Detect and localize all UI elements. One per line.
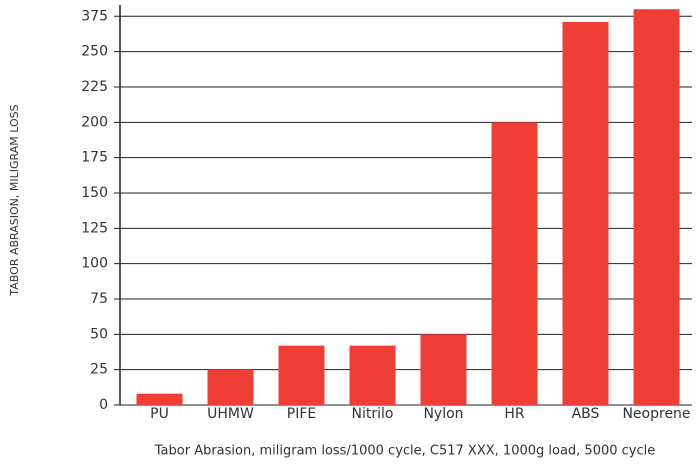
- bar: [633, 9, 680, 405]
- x-tick-label: PIFE: [287, 406, 316, 422]
- y-axis-label: TABOR ABRASION, MILIGRAM LOSS: [8, 104, 21, 296]
- x-tick-label: Neoprene: [622, 406, 690, 422]
- y-tick-label: 75: [90, 291, 108, 307]
- bar: [207, 369, 254, 405]
- y-tick-label: 50: [90, 326, 108, 342]
- x-tick-label: ABS: [572, 406, 600, 422]
- y-tick-label: 0: [99, 397, 108, 413]
- bar: [278, 345, 325, 405]
- y-tick-label: 250: [81, 44, 108, 60]
- x-tick-label: Nitrilo: [352, 406, 394, 422]
- bar: [491, 122, 538, 406]
- bar: [349, 345, 396, 405]
- x-tick-label: Nylon: [423, 406, 463, 422]
- bar: [562, 21, 609, 406]
- y-tick-label: 25: [90, 362, 108, 378]
- x-tick-label: HR: [504, 406, 525, 422]
- y-tick-label: 150: [81, 185, 108, 201]
- bar: [420, 334, 467, 405]
- bar: [136, 393, 183, 405]
- y-tick-label: 100: [81, 256, 108, 272]
- x-tick-label: UHMW: [207, 406, 254, 422]
- y-tick-label: 225: [81, 79, 108, 95]
- y-tick-label: 375: [81, 8, 108, 24]
- y-tick-label: 125: [81, 220, 108, 236]
- y-tick-label: 200: [81, 114, 108, 130]
- x-tick-label: PU: [150, 406, 169, 422]
- y-tick-label: 175: [81, 150, 108, 166]
- caption: Tabor Abrasion, miligram loss/1000 cycle…: [154, 444, 656, 459]
